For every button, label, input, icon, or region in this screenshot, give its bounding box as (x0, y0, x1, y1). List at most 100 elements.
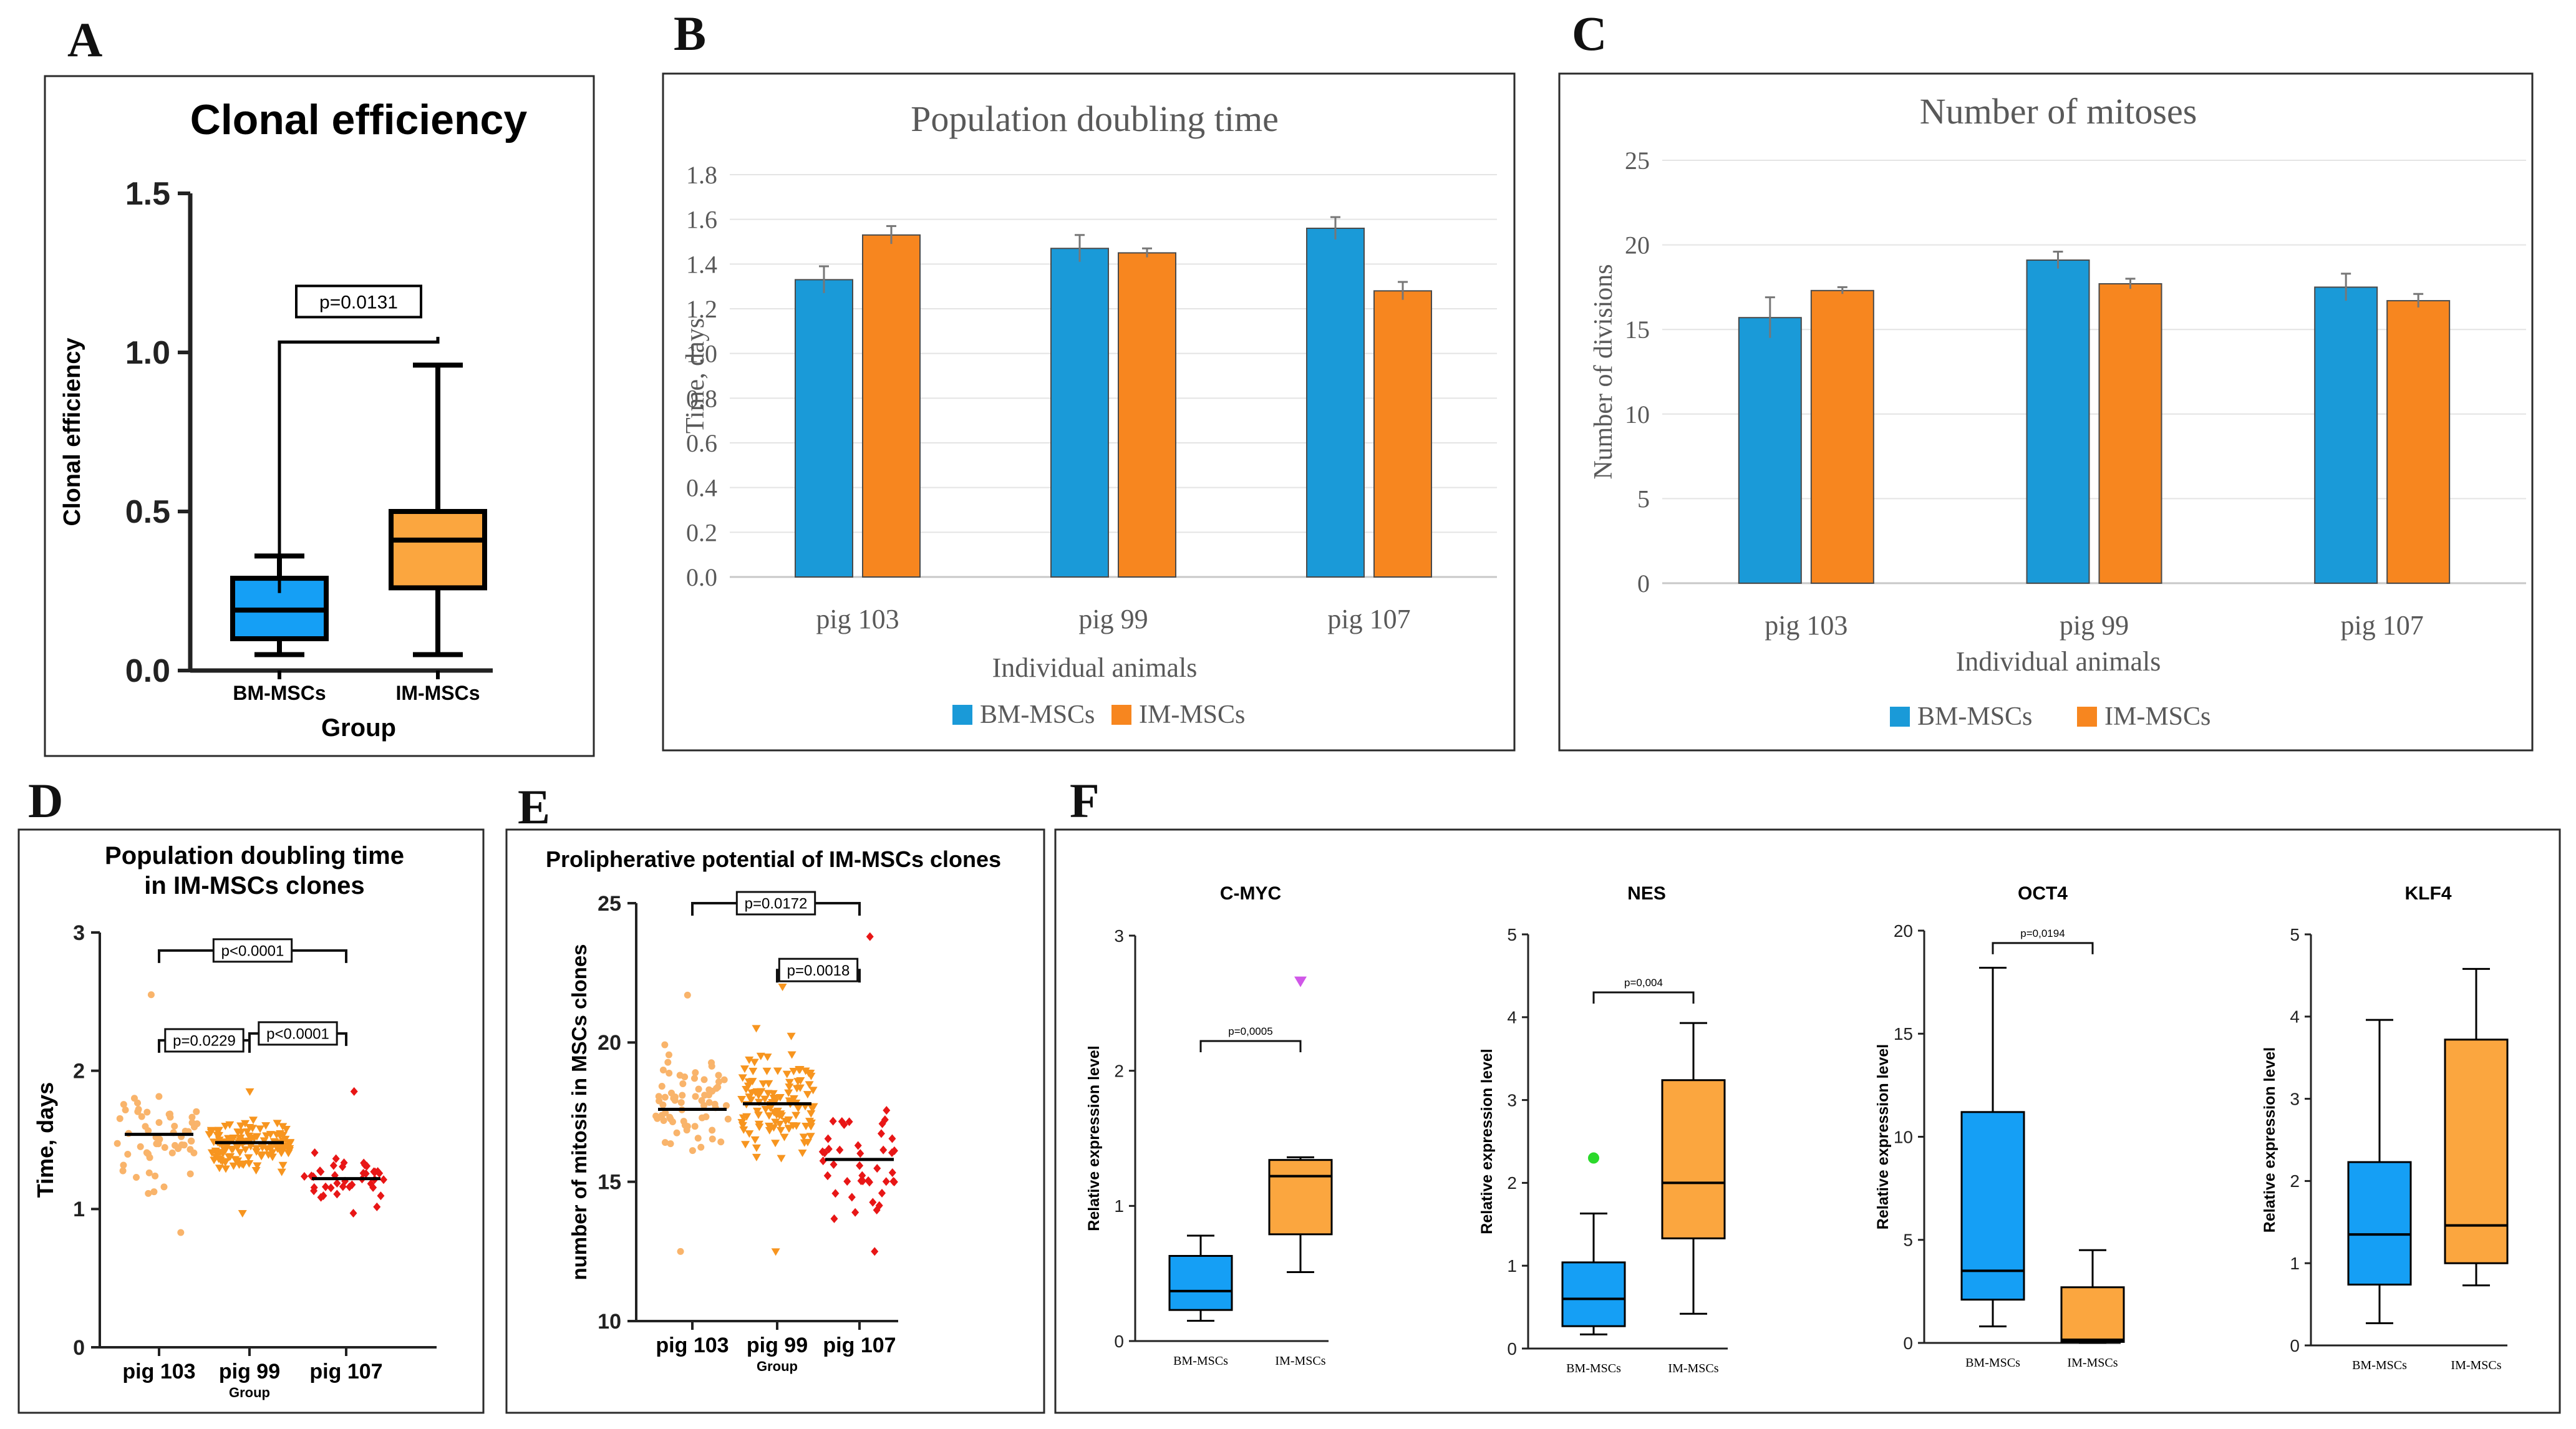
data-point (752, 1144, 761, 1152)
data-point (677, 1247, 684, 1255)
data-point (273, 1120, 282, 1128)
data-point (787, 1051, 797, 1059)
data-point (771, 1248, 780, 1256)
data-point (845, 1117, 853, 1126)
data-point (679, 1092, 686, 1099)
data-point (888, 1168, 896, 1178)
legend-label: IM-MSCs (2104, 702, 2210, 731)
data-point (776, 1126, 785, 1135)
data-point (116, 1115, 123, 1122)
data-point (692, 1069, 699, 1077)
data-point (119, 1167, 127, 1175)
y-tick-label: 1 (1507, 1256, 1517, 1276)
p-value-box (735, 891, 816, 916)
data-point (758, 1080, 768, 1088)
y-tick-label: 5 (2290, 925, 2300, 944)
data-point (241, 1146, 250, 1154)
y-tick-label: 0.4 (686, 474, 717, 502)
data-point (215, 1165, 224, 1173)
data-point (253, 1162, 262, 1170)
y-tick-label: 1.4 (686, 250, 717, 278)
data-point (311, 1148, 319, 1157)
data-point (153, 1140, 160, 1148)
box-im-mscs (2444, 1039, 2509, 1264)
significance-bracket (1992, 942, 2094, 954)
chart-title: Number of mitoses (1920, 91, 2197, 132)
y-tick-label: 10 (598, 1310, 621, 1334)
p-value-box (295, 284, 422, 319)
panel-letter-d: D (28, 773, 63, 828)
x-tick-label: pig 103 (122, 1360, 195, 1383)
y-tick-label: 1.2 (686, 295, 717, 323)
bar-bm-mscs (1050, 248, 1109, 578)
p-value-box (778, 957, 859, 982)
y-tick-label: 0 (1507, 1339, 1517, 1359)
data-point (869, 1198, 877, 1207)
data-point (171, 1123, 178, 1130)
data-point (332, 1154, 340, 1163)
data-point (143, 1149, 150, 1156)
data-point (715, 1078, 723, 1085)
data-point (854, 1141, 862, 1150)
legend-label: BM-MSCs (980, 700, 1095, 729)
data-point (778, 984, 787, 991)
data-point (689, 1147, 696, 1155)
data-point (770, 1098, 780, 1106)
data-point (676, 1072, 684, 1079)
data-point (350, 1087, 358, 1096)
bar-im-mscs (1118, 252, 1176, 578)
data-point (143, 1108, 151, 1116)
data-point (236, 1122, 246, 1130)
y-axis-label: Relative expression level (1478, 1049, 1496, 1234)
data-point (878, 1188, 886, 1198)
y-tick-label: 4 (1507, 1008, 1517, 1027)
y-axis-label: Relative expression level (1874, 1044, 1892, 1229)
y-tick-label: 1.8 (686, 161, 717, 189)
x-tick-label: IM-MSCs (395, 682, 480, 704)
data-point (738, 1074, 747, 1082)
data-point (745, 1056, 754, 1064)
bar-im-mscs (2098, 283, 2162, 584)
data-point (760, 1095, 770, 1103)
data-point (221, 1165, 231, 1173)
data-point (241, 1120, 250, 1128)
box-im-mscs (1268, 1159, 1333, 1236)
data-point (138, 1113, 145, 1120)
data-point (280, 1144, 289, 1152)
data-point (656, 1097, 663, 1105)
data-point (150, 1188, 158, 1196)
p-value-label: p=0.0229 (173, 1033, 236, 1050)
y-tick-label: 2 (2290, 1171, 2300, 1191)
data-point (329, 1161, 337, 1170)
p-value-box (164, 1028, 245, 1053)
data-point (781, 1118, 790, 1126)
data-point (377, 1191, 385, 1201)
x-tick-label: IM-MSCs (1275, 1354, 1325, 1368)
data-point (745, 1130, 754, 1138)
data-point (160, 1183, 168, 1191)
data-point (661, 1041, 669, 1049)
y-axis-label: Clonal efficiency (59, 338, 85, 526)
data-point (739, 1126, 748, 1134)
significance-bracket (1592, 991, 1695, 1004)
x-tick-label: pig 99 (219, 1360, 280, 1383)
significance-bracket (278, 337, 440, 593)
chart-title: Prolipherative potential of IM-MSCs clon… (546, 846, 1001, 872)
data-point (695, 1085, 702, 1093)
panel-d-frame (17, 828, 485, 1414)
data-point (761, 1105, 770, 1113)
data-point (261, 1122, 271, 1130)
panel-letter-b: B (674, 6, 706, 61)
data-point (858, 1171, 866, 1180)
chart-clonal-efficiency: Clonal efficiency 0.0 0.5 1.0 1.5 Clonal effi… (59, 96, 527, 742)
data-point (375, 1169, 384, 1178)
data-point (229, 1162, 238, 1170)
data-point (266, 1131, 275, 1139)
data-point (806, 1072, 816, 1080)
y-tick-label: 10 (1625, 400, 1650, 429)
y-tick-label: 0 (2290, 1336, 2300, 1355)
data-point (670, 1095, 677, 1102)
data-point (780, 1133, 789, 1141)
data-point (788, 1122, 798, 1130)
data-point (180, 1141, 188, 1149)
